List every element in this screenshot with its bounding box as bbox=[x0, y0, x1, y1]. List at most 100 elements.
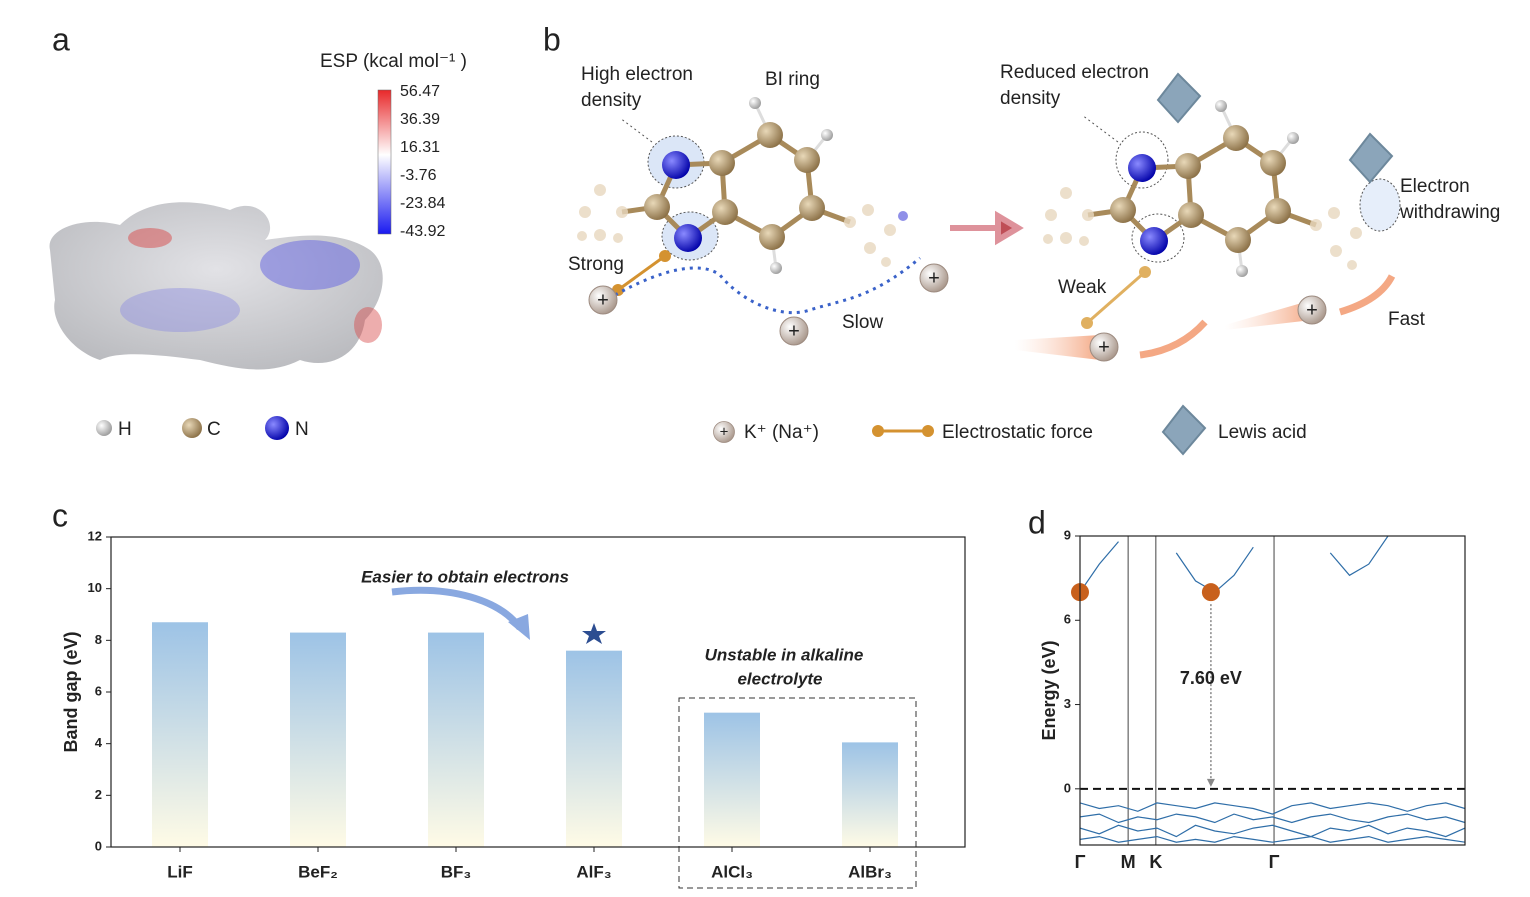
plot-frame bbox=[110, 536, 966, 848]
y-axis-label: Energy (eV) bbox=[1039, 640, 1059, 740]
panel-letter: a bbox=[52, 21, 70, 57]
legend-swatch bbox=[713, 421, 735, 443]
y-axis-label: Band gap (eV) bbox=[61, 631, 81, 752]
colorbar-tick-label: 36.39 bbox=[400, 111, 440, 128]
legend-label: Electrostatic force bbox=[942, 422, 1093, 443]
force-end bbox=[1139, 266, 1151, 278]
y-tick-label: 6 bbox=[1064, 612, 1071, 627]
y-tick-label: 2 bbox=[95, 787, 102, 802]
hint-arrowhead bbox=[508, 614, 530, 640]
fast-arrow bbox=[1338, 274, 1396, 316]
panel-letter: b bbox=[543, 21, 561, 57]
label: Electron bbox=[1400, 176, 1470, 197]
force-line bbox=[1086, 270, 1146, 325]
x-tick-label: BF₃ bbox=[441, 862, 472, 881]
legend-label: C bbox=[207, 419, 221, 440]
x-tick-label: Γ bbox=[1269, 852, 1280, 872]
legend-swatch bbox=[96, 420, 112, 436]
x-tick-label: AlBr₃ bbox=[848, 862, 892, 881]
k-ion bbox=[1089, 332, 1119, 362]
legend-swatch bbox=[872, 425, 884, 437]
panel-letter: c bbox=[52, 497, 68, 533]
slow-path bbox=[614, 256, 921, 315]
colorbar-tick-label: 56.47 bbox=[400, 83, 440, 100]
bar bbox=[428, 632, 484, 847]
plot-frame bbox=[1079, 535, 1466, 846]
legend-label: H bbox=[118, 419, 132, 440]
legend-swatch bbox=[265, 416, 289, 440]
colorbar-ticks: 56.47 36.39 16.31 -3.76 -23.84 -43.92 bbox=[400, 83, 445, 240]
negative-region bbox=[120, 288, 240, 332]
y-tick-label: 0 bbox=[1064, 780, 1071, 795]
label: density bbox=[1000, 88, 1061, 109]
x-tick-label: Γ bbox=[1075, 852, 1086, 872]
hint-arrow bbox=[391, 586, 523, 631]
legend-swatch bbox=[922, 425, 934, 437]
x-tick-label: LiF bbox=[167, 862, 193, 881]
label: density bbox=[581, 90, 642, 111]
highlight-box bbox=[678, 697, 917, 889]
fast-trail bbox=[1225, 300, 1312, 330]
bar bbox=[290, 632, 346, 847]
band bbox=[1080, 813, 1465, 824]
label: Slow bbox=[842, 312, 883, 333]
y-tick-label: 0 bbox=[95, 838, 102, 853]
electron-cloud bbox=[1359, 178, 1401, 232]
colorbar-tick-label: 16.31 bbox=[400, 139, 440, 156]
band bbox=[1080, 824, 1465, 838]
legend-label: Lewis acid bbox=[1218, 422, 1307, 443]
positive-region bbox=[128, 228, 172, 248]
label: BI ring bbox=[765, 69, 820, 90]
fast-trail bbox=[1015, 335, 1100, 360]
x-tick-label: BeF₂ bbox=[298, 862, 338, 881]
bar bbox=[566, 650, 622, 847]
x-tick-label: M bbox=[1121, 852, 1136, 872]
bar bbox=[152, 622, 208, 847]
force-line bbox=[617, 254, 666, 292]
y-tick-label: 12 bbox=[88, 528, 102, 543]
lewis-acid bbox=[1349, 133, 1393, 183]
band bbox=[1080, 802, 1465, 815]
k-ion bbox=[588, 285, 618, 315]
y-tick-label: 3 bbox=[1064, 696, 1071, 711]
label: High electron bbox=[581, 64, 693, 85]
legend-swatch bbox=[1162, 405, 1206, 455]
gap-arrowhead bbox=[1206, 778, 1215, 787]
label: Weak bbox=[1058, 277, 1107, 298]
bi-molecule bbox=[1043, 100, 1374, 277]
colorbar-tick-label: -43.92 bbox=[400, 223, 445, 240]
label: Strong bbox=[568, 254, 624, 275]
force-end bbox=[659, 250, 671, 262]
legend-label: N bbox=[295, 419, 309, 440]
band bbox=[1080, 835, 1465, 843]
annotation: Unstable in alkaline bbox=[705, 645, 864, 664]
transition-arrow bbox=[950, 210, 1024, 246]
y-tick-label: 6 bbox=[95, 683, 102, 698]
k-ion bbox=[919, 263, 949, 293]
x-tick-label: K bbox=[1149, 852, 1162, 872]
legend-swatch bbox=[182, 418, 202, 438]
annotation: 7.60 eV bbox=[1180, 668, 1242, 688]
label: withdrawing bbox=[1399, 202, 1500, 223]
force-end bbox=[1081, 317, 1093, 329]
annotation: electrolyte bbox=[737, 669, 822, 688]
annotation: Easier to obtain electrons bbox=[361, 567, 569, 586]
fast-arrow bbox=[1139, 319, 1208, 359]
legend-label: K⁺ (Na⁺) bbox=[744, 422, 819, 443]
y-tick-label: 10 bbox=[88, 580, 102, 595]
k-ion bbox=[779, 316, 809, 346]
bar bbox=[704, 712, 760, 847]
pointer bbox=[1081, 114, 1119, 143]
colorbar-tick-label: -23.84 bbox=[400, 195, 445, 212]
y-tick-label: 8 bbox=[95, 632, 102, 647]
pointer bbox=[619, 117, 653, 143]
star bbox=[582, 623, 606, 644]
band bbox=[1080, 536, 1389, 593]
y-tick-label: 4 bbox=[95, 735, 103, 750]
y-tick-label: 9 bbox=[1064, 527, 1071, 542]
positive-region bbox=[354, 307, 382, 343]
x-tick-label: AlCl₃ bbox=[711, 862, 753, 881]
negative-region bbox=[260, 240, 360, 290]
colorbar bbox=[377, 89, 392, 235]
